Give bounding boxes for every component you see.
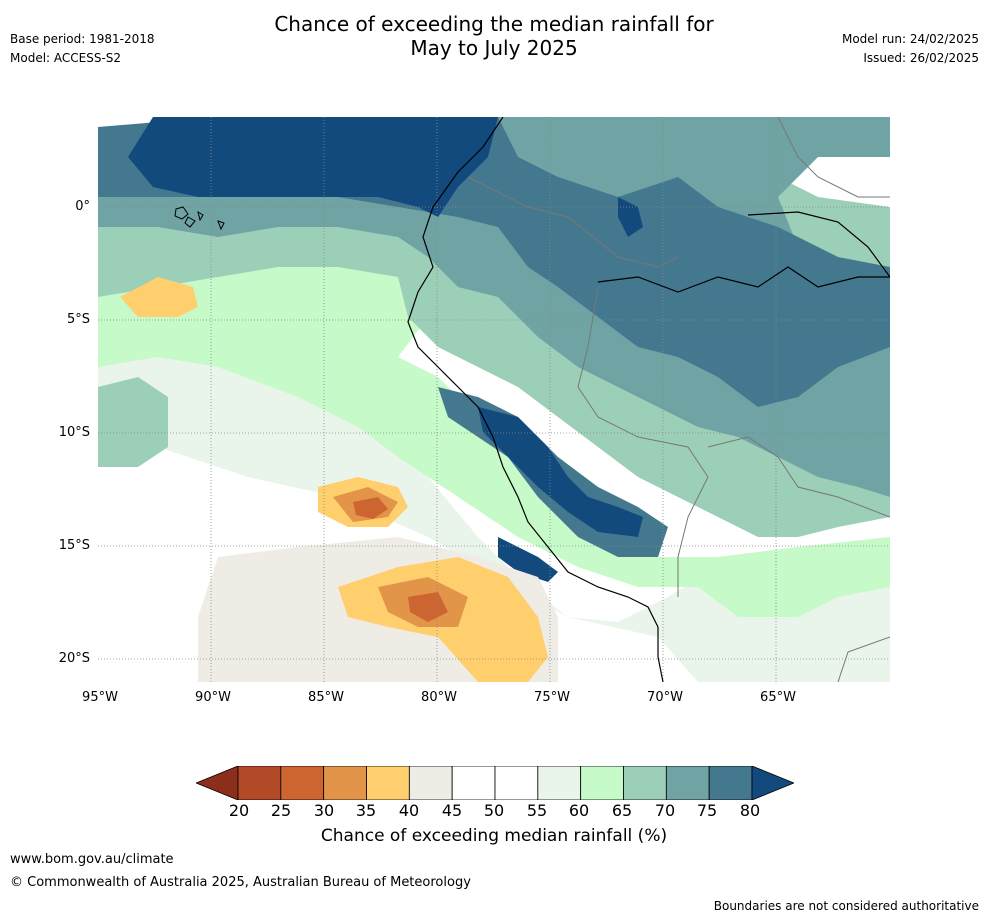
colorbar-swatch [237,766,282,800]
colorbar-swatch [580,766,624,800]
colorbar-swatch [537,766,582,800]
contour-25-30-b [408,592,448,622]
cb-tick: 30 [313,801,335,820]
base-period: Base period: 1981-2018 [10,32,155,46]
cb-tick: 60 [568,801,590,820]
colorbar-arrow-high [751,766,794,800]
cb-tick: 45 [441,801,463,820]
gridlines [98,117,890,682]
colorbar-swatch [494,766,539,800]
footer-copyright: © Commonwealth of Australia 2025, Austra… [10,875,471,890]
meta-left: Base period: 1981-2018 Model: ACCESS-S2 [10,30,155,68]
contour-80-plus-coast [478,407,643,537]
lat-label-15s: 15°S [58,538,90,553]
model-name: Model: ACCESS-S2 [10,51,122,65]
cb-tick: 40 [398,801,420,820]
colorbar-swatch [623,766,667,800]
contour-80-plus-south [498,537,558,582]
cb-tick: 55 [526,801,548,820]
map-title: Chance of exceeding the median rainfall … [0,12,988,60]
cb-tick: 20 [228,801,250,820]
lat-label-20s: 20°S [58,651,90,666]
cb-tick: 50 [483,801,505,820]
lon-label-75w: 75°W [534,690,570,705]
galapagos-islands [174,206,225,231]
lon-label-70w: 70°W [647,690,683,705]
lon-label-65w: 65°W [760,690,796,705]
river-line-north [747,211,890,278]
colorbar-label: Chance of exceeding median rainfall (%) [320,826,668,846]
issued-date: Issued: 26/02/2025 [863,51,979,65]
colorbar-swatch [366,766,410,800]
rainfall-map [98,117,890,682]
cb-tick: 65 [611,801,633,820]
contour-25-30-a [353,497,388,519]
title-line-1: Chance of exceeding the median rainfall … [274,12,714,36]
country-boundaries [467,117,890,682]
contour-35-40-a [120,277,198,317]
colorbar-swatch [323,766,367,800]
lat-label-10s: 10°S [58,425,90,440]
colorbar [196,766,794,800]
colorbar-swatch [408,766,453,800]
map-svg [98,117,890,682]
cb-tick: 35 [355,801,377,820]
cb-tick: 80 [739,801,761,820]
colorbar-swatch [665,766,710,800]
colorbar-swatch [280,766,325,800]
lat-label-5s: 5°S [66,312,90,327]
lat-label-0: 0° [75,199,90,214]
cb-tick: 70 [654,801,676,820]
meta-right: Model run: 24/02/2025 Issued: 26/02/2025 [842,30,979,68]
cb-tick: 75 [696,801,718,820]
title-line-2: May to July 2025 [410,36,578,60]
contour-60-65 [98,217,890,617]
lon-label-80w: 80°W [421,690,457,705]
lon-label-95w: 95°W [82,690,118,705]
colorbar-swatch [708,766,753,800]
contour-80-plus-inland [618,197,643,237]
model-run: Model run: 24/02/2025 [841,32,979,46]
footer-disclaimer: Boundaries are not considered authoritat… [713,899,979,913]
footer-url[interactable]: www.bom.gov.au/climate [10,852,174,867]
lon-label-85w: 85°W [308,690,344,705]
contour-80-plus [128,117,498,217]
coastline [407,117,664,682]
river-line [597,266,890,293]
cb-tick: 25 [270,801,292,820]
contour-65-70-west [98,377,168,467]
lon-label-90w: 90°W [195,690,231,705]
colorbar-swatch [451,766,496,800]
colorbar-arrow-low [196,766,239,800]
